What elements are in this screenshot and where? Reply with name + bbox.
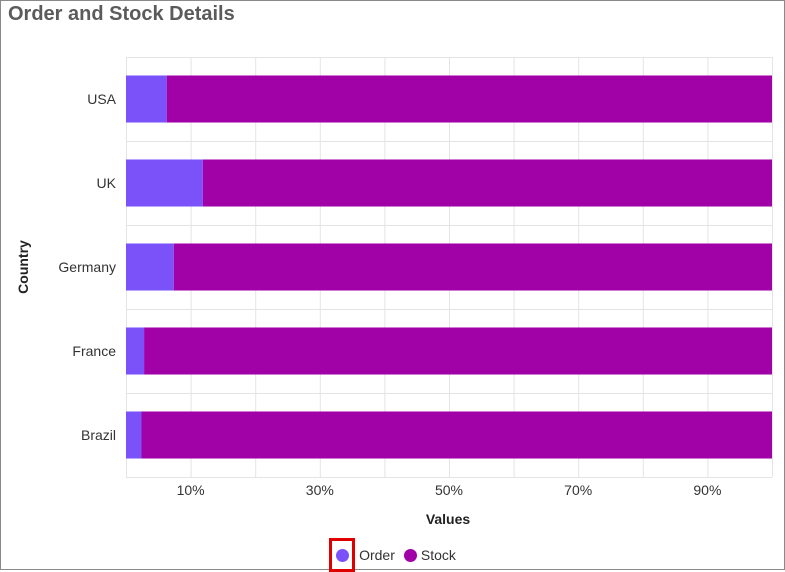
- bar-order-france: [126, 327, 145, 375]
- bar-order-usa: [126, 75, 167, 123]
- legend-item-stock[interactable]: Stock: [403, 547, 456, 563]
- y-tick-label: USA: [87, 91, 116, 107]
- bar-stock-uk: [202, 159, 772, 207]
- legend-label: Order: [359, 547, 395, 563]
- x-tick-label: 10%: [177, 482, 205, 498]
- bar-stock-france: [144, 327, 772, 375]
- legend-marker-icon: [403, 547, 419, 563]
- legend-marker-icon: [329, 538, 356, 572]
- bar-stock-usa: [166, 75, 772, 123]
- x-tick-label: 30%: [306, 482, 334, 498]
- legend: Order Stock: [0, 538, 785, 572]
- x-tick-label: 50%: [435, 482, 463, 498]
- bar-order-uk: [126, 159, 203, 207]
- y-tick-label: Brazil: [81, 427, 116, 443]
- y-tick-label: Germany: [58, 259, 116, 275]
- chart-title: Order and Stock Details: [8, 3, 235, 25]
- legend-label: Stock: [420, 547, 456, 563]
- x-tick-label: 70%: [564, 482, 592, 498]
- y-tick-label: UK: [97, 175, 117, 191]
- bar-order-brazil: [126, 411, 142, 459]
- legend-swatch: [335, 548, 349, 562]
- bar-stock-germany: [173, 243, 772, 291]
- legend-swatch: [404, 548, 418, 562]
- legend-item-order[interactable]: Order: [329, 538, 395, 572]
- bar-order-germany: [126, 243, 174, 291]
- y-axis-title: Country: [15, 240, 31, 294]
- bar-stock-brazil: [141, 411, 772, 459]
- x-tick-label: 90%: [693, 482, 721, 498]
- y-tick-label: France: [72, 343, 116, 359]
- x-axis-title: Values: [426, 511, 471, 527]
